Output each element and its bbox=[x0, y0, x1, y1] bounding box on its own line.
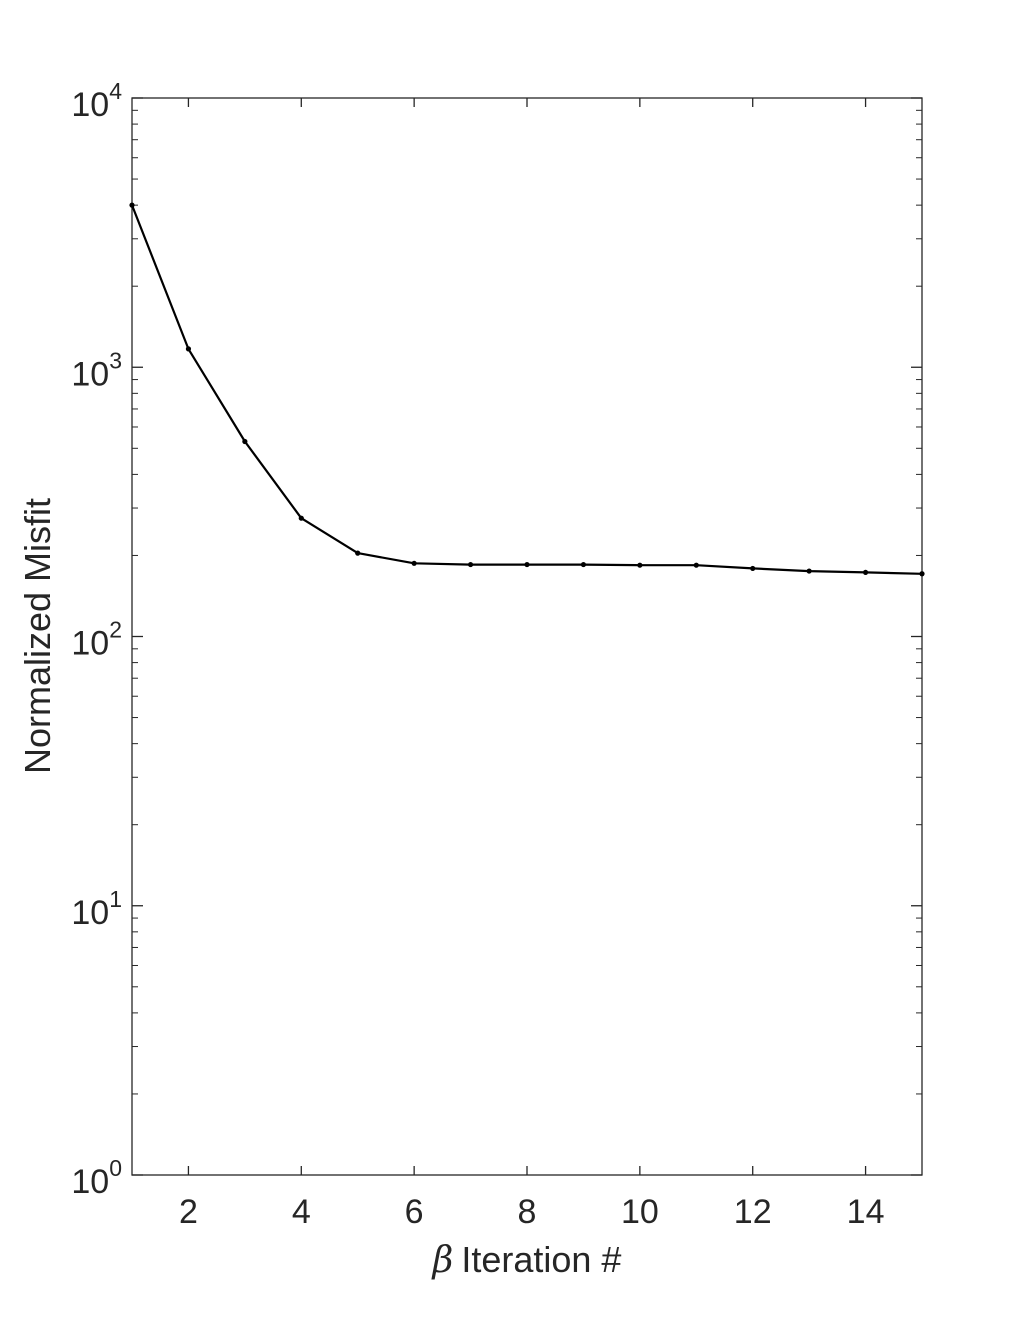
data-point bbox=[806, 568, 812, 574]
y-tick-label-base: 10 bbox=[71, 86, 109, 124]
y-tick-label-exponent: 1 bbox=[109, 886, 122, 912]
data-point bbox=[524, 561, 530, 568]
y-tick-label: 103 bbox=[71, 347, 122, 393]
x-tick-label: 8 bbox=[518, 1193, 537, 1231]
y-axis-label: Normalized Misfit bbox=[17, 498, 58, 774]
data-point bbox=[242, 438, 248, 445]
plot-area bbox=[131, 97, 923, 1176]
x-axis-label-text: Iteration # bbox=[461, 1239, 621, 1280]
y-tick-label-exponent: 2 bbox=[109, 617, 122, 643]
x-tick-label: 6 bbox=[405, 1193, 424, 1231]
minor-ticks bbox=[132, 109, 922, 1095]
data-point bbox=[129, 202, 135, 208]
x-tick-label: 14 bbox=[847, 1193, 885, 1231]
x-axis-label: β Iteration # bbox=[431, 1239, 622, 1281]
x-tick-label: 4 bbox=[292, 1193, 311, 1231]
x-tick-label: 12 bbox=[734, 1193, 772, 1231]
major-ticks bbox=[132, 97, 922, 1176]
data-point bbox=[411, 560, 417, 566]
data-point bbox=[467, 561, 474, 568]
data-point bbox=[862, 569, 869, 576]
data-point bbox=[580, 561, 587, 568]
x-tick-labels: 2 4 6 8 10 12 14 bbox=[179, 1193, 885, 1231]
y-tick-label-base: 10 bbox=[71, 355, 109, 393]
x-tick-label: 2 bbox=[179, 1193, 198, 1231]
y-tick-label-exponent: 4 bbox=[109, 78, 122, 104]
y-tick-label-base: 10 bbox=[71, 1163, 109, 1201]
data-point bbox=[298, 515, 304, 521]
y-tick-label-base: 10 bbox=[71, 625, 109, 663]
data-point bbox=[185, 346, 192, 352]
y-tick-label-exponent: 0 bbox=[109, 1155, 122, 1181]
data-point bbox=[750, 565, 756, 572]
x-tick-label: 10 bbox=[621, 1193, 659, 1231]
y-tick-label: 104 bbox=[71, 78, 122, 124]
y-tick-label: 100 bbox=[71, 1155, 122, 1201]
x-axis-symbol: β bbox=[431, 1240, 454, 1281]
y-tick-label-exponent: 3 bbox=[109, 347, 122, 373]
y-tick-label-base: 10 bbox=[71, 894, 109, 932]
series-group bbox=[129, 202, 925, 577]
y-tick-label: 102 bbox=[71, 617, 122, 663]
data-point bbox=[693, 562, 699, 568]
data-point bbox=[355, 550, 361, 556]
data-point bbox=[919, 571, 925, 577]
y-tick-label: 101 bbox=[71, 886, 122, 932]
data-point bbox=[637, 562, 643, 568]
